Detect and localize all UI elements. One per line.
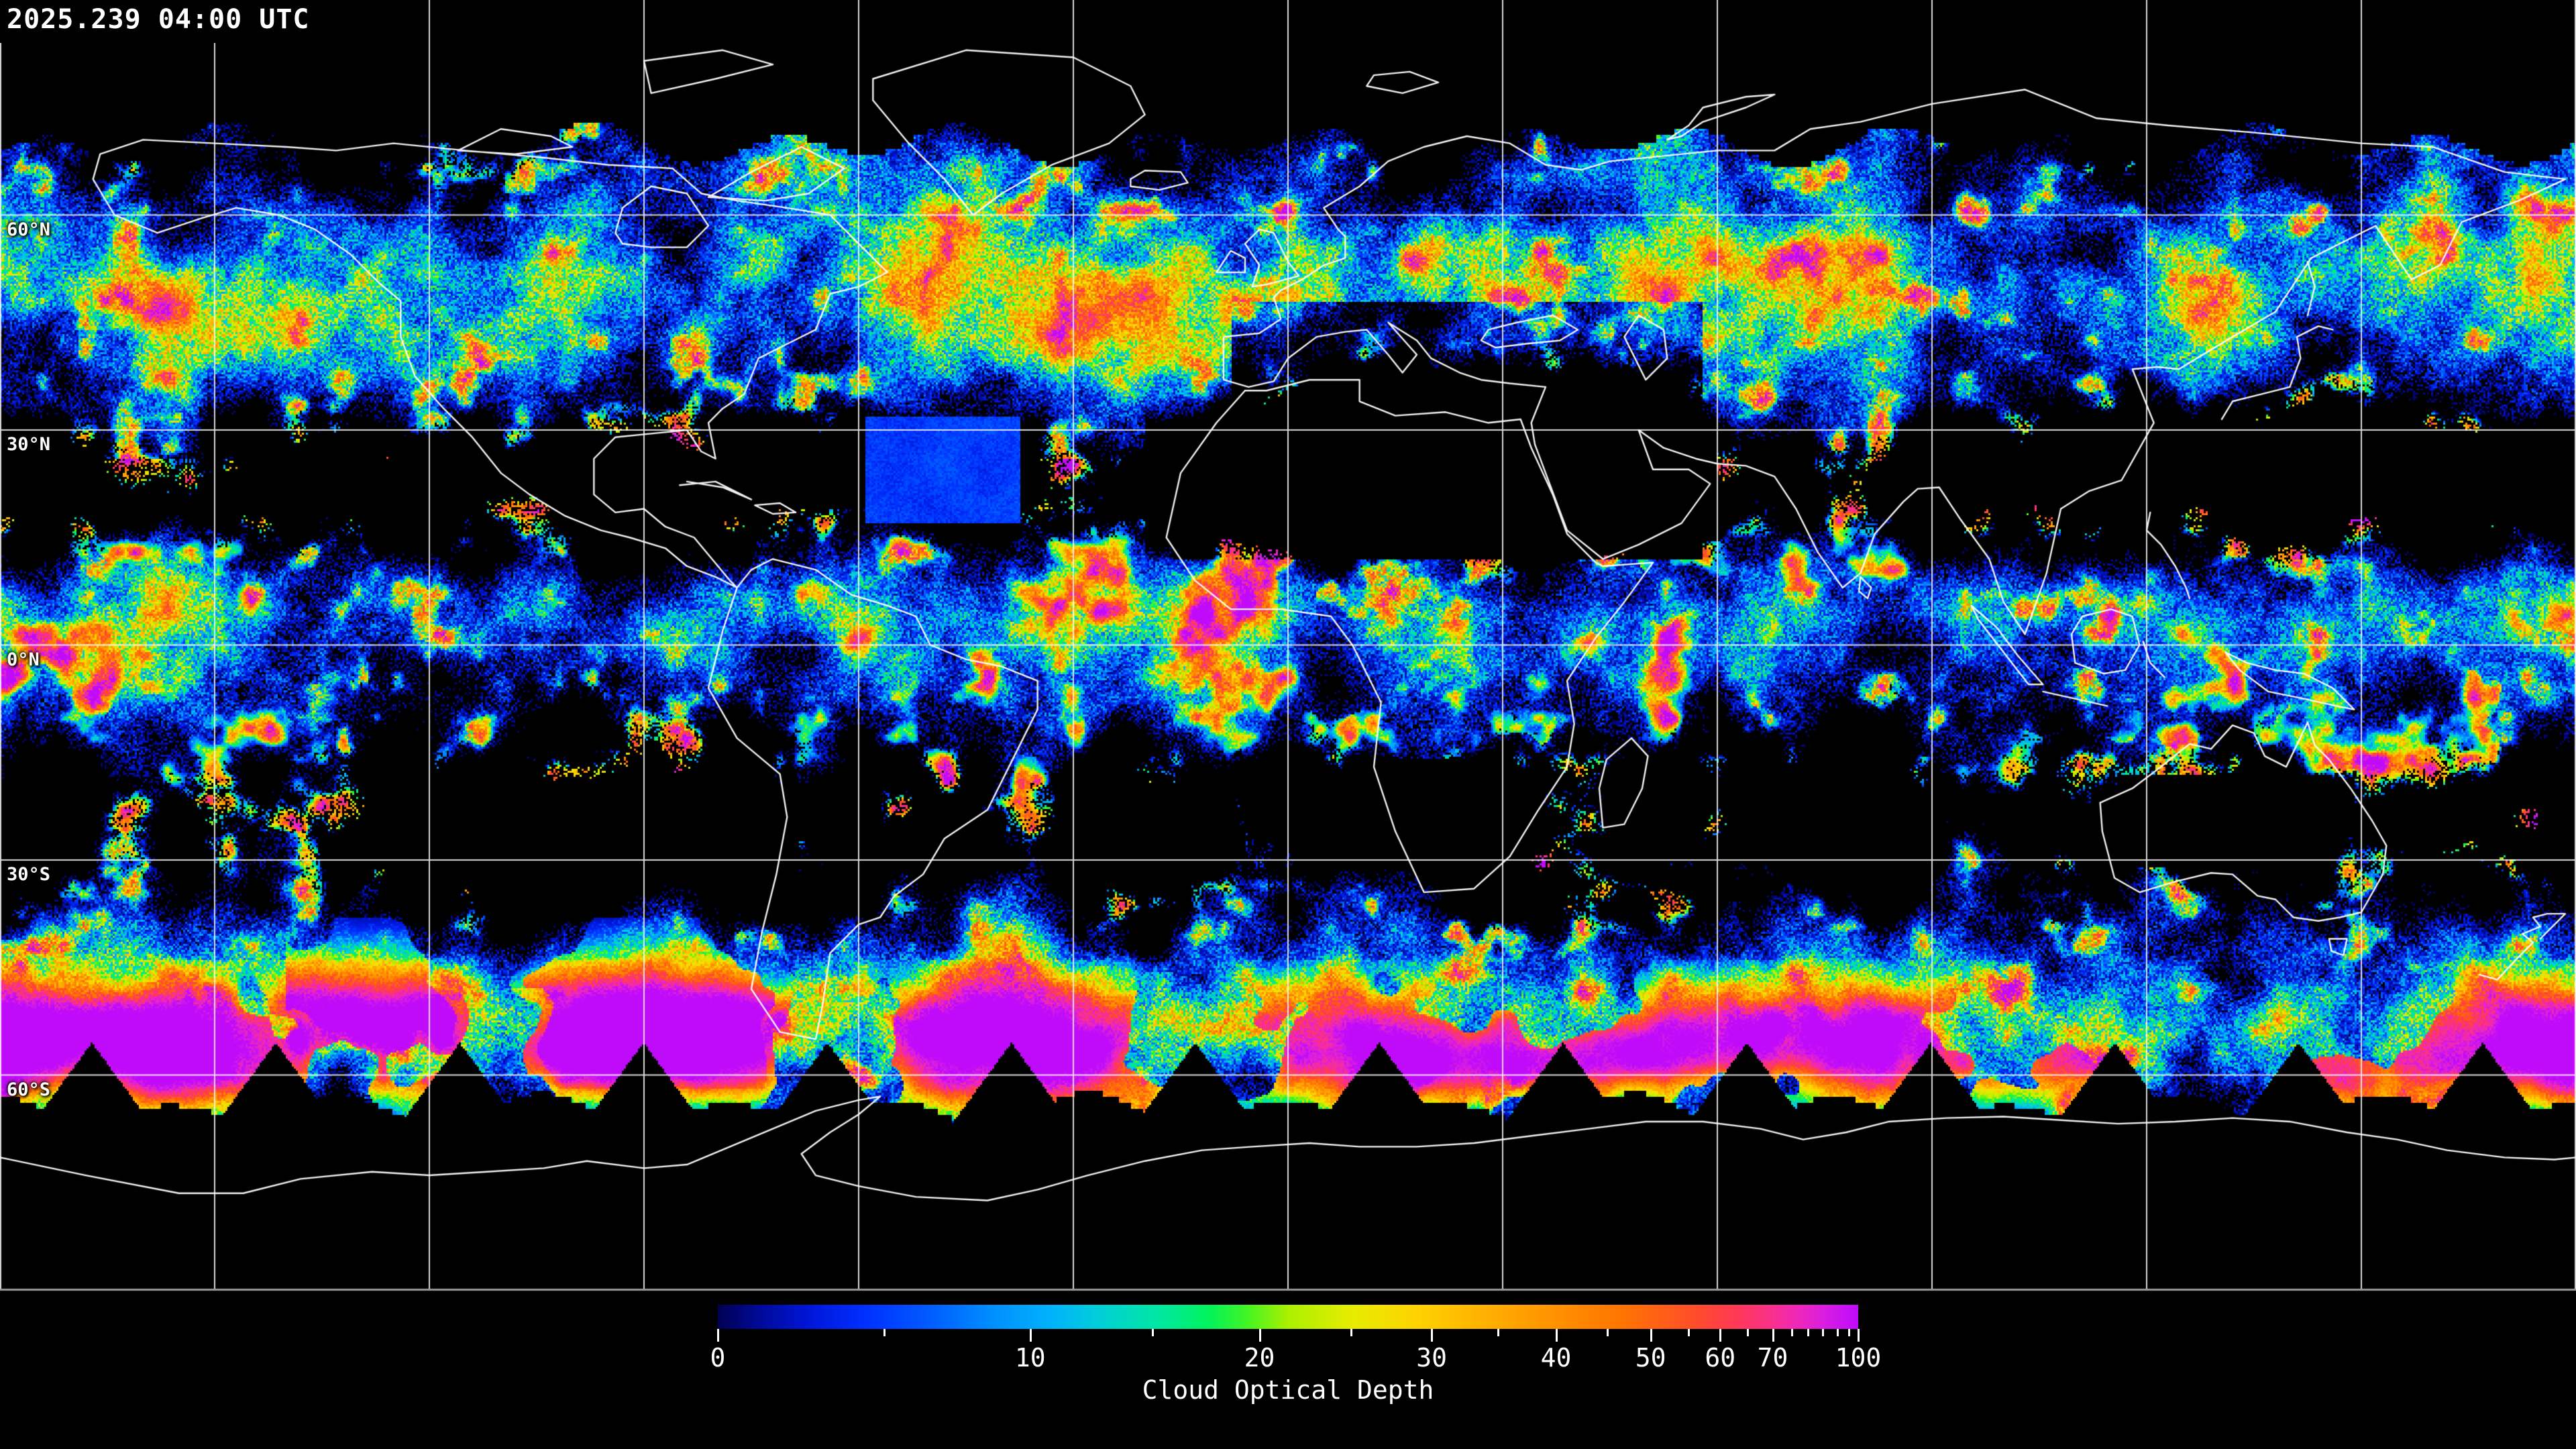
map-region: 2025.239 04:00 UTC 60°N 30°N 0°N 30°S 60°S — [0, 0, 2576, 1296]
latitude-label: 0°N — [7, 649, 40, 670]
colorbar-tick-label: 100 — [1835, 1343, 1882, 1373]
colorbar-tick — [1431, 1329, 1434, 1342]
colorbar-minor-tick — [1151, 1329, 1154, 1336]
colorbar-tick — [1858, 1329, 1860, 1342]
colorbar-tick-label: 40 — [1540, 1343, 1572, 1373]
latitude-label: 30°S — [7, 864, 51, 885]
colorbar-tick — [1650, 1329, 1652, 1342]
colorbar-minor-tick — [1822, 1329, 1825, 1336]
colorbar-tick — [1772, 1329, 1774, 1342]
latitude-label: 60°N — [7, 219, 51, 240]
colorbar-gradient — [718, 1305, 1858, 1329]
colorbar-tick — [1719, 1329, 1722, 1342]
colorbar-minor-tick — [883, 1329, 886, 1336]
colorbar-minor-tick — [1607, 1329, 1609, 1336]
colorbar-tick-label: 10 — [1014, 1343, 1046, 1373]
latitude-label: 60°S — [7, 1079, 51, 1100]
colorbar-minor-tick — [1807, 1329, 1810, 1336]
colorbar-tick-label: 0 — [710, 1343, 726, 1373]
colorbar-tick-label: 20 — [1244, 1343, 1275, 1373]
colorbar-minor-tick — [1497, 1329, 1499, 1336]
colorbar-minor-tick — [1837, 1329, 1839, 1336]
colorbar-tick — [1029, 1329, 1032, 1342]
colorbar-tick — [1258, 1329, 1261, 1342]
colorbar-minor-tick — [1848, 1329, 1851, 1336]
colorbar-tick — [717, 1329, 719, 1342]
colorbar-minor-tick — [1350, 1329, 1352, 1336]
colorbar-tick-label: 60 — [1705, 1343, 1736, 1373]
colorbar-minor-tick — [1791, 1329, 1794, 1336]
colorbar-tick — [1555, 1329, 1558, 1342]
colorbar: 0 10 20 30 40 50 60 70 100 Cloud Optical Depth — [0, 1296, 2576, 1449]
colorbar-tick-label: 50 — [1635, 1343, 1666, 1373]
colorbar-title: Cloud Optical Depth — [1142, 1375, 1434, 1405]
colorbar-tick-label: 70 — [1757, 1343, 1788, 1373]
colorbar-tick-label: 30 — [1416, 1343, 1448, 1373]
timestamp-label: 2025.239 04:00 UTC — [0, 0, 325, 43]
colorbar-minor-tick — [1687, 1329, 1690, 1336]
cloud-map-canvas — [0, 0, 2576, 1296]
colorbar-minor-tick — [1747, 1329, 1750, 1336]
latitude-label: 30°N — [7, 434, 51, 455]
